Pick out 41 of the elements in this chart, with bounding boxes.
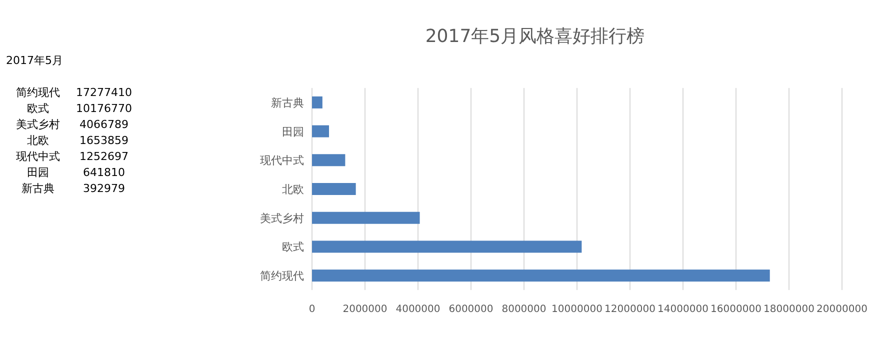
x-tick-label: 0	[308, 304, 316, 315]
x-tick-label: 12000000	[604, 304, 656, 315]
text: 田园	[27, 166, 49, 179]
text: 641810	[83, 166, 125, 179]
x-tick-label: 4000000	[396, 304, 440, 315]
x-tick-label: 8000000	[502, 304, 546, 315]
chart-title: 2017年5月风格喜好排行榜	[425, 26, 645, 47]
y-tick-label: 欧式	[282, 240, 304, 254]
text: 392979	[83, 182, 125, 195]
text: 简约现代	[16, 86, 60, 99]
text: 4066789	[80, 118, 128, 131]
y-tick-label: 简约现代	[260, 270, 304, 283]
text: 现代中式	[16, 150, 60, 163]
bar	[312, 154, 346, 166]
bar	[312, 270, 770, 282]
text: 17277410	[76, 86, 132, 99]
text: 新古典	[22, 182, 54, 195]
text: 欧式	[27, 102, 49, 115]
y-tick-label: 田园	[282, 125, 304, 138]
x-tick-label: 2000000	[342, 304, 388, 315]
x-tick-label: 16000000	[710, 304, 762, 315]
x-tick-label: 6000000	[448, 304, 494, 315]
bar	[312, 125, 330, 138]
y-tick-label: 新古典	[271, 96, 304, 110]
text: 2017年5月	[6, 54, 63, 67]
bar	[312, 240, 582, 253]
text: 10176770	[76, 102, 132, 115]
text: 1653859	[80, 134, 128, 147]
bar	[312, 96, 322, 108]
text: 美式乡村	[16, 118, 60, 131]
x-tick-label: 18000000	[764, 304, 814, 315]
y-tick-label: 美式乡村	[260, 212, 304, 225]
text: 北欧	[27, 134, 49, 147]
y-tick-label: 现代中式	[260, 154, 304, 168]
x-tick-label: 14000000	[658, 304, 708, 315]
text: 1252697	[80, 150, 128, 163]
bar	[312, 212, 420, 224]
x-tick-label: 20000000	[816, 304, 868, 315]
y-tick-label: 北欧	[282, 183, 304, 196]
x-tick-label: 10000000	[552, 304, 602, 315]
bar	[312, 183, 356, 195]
